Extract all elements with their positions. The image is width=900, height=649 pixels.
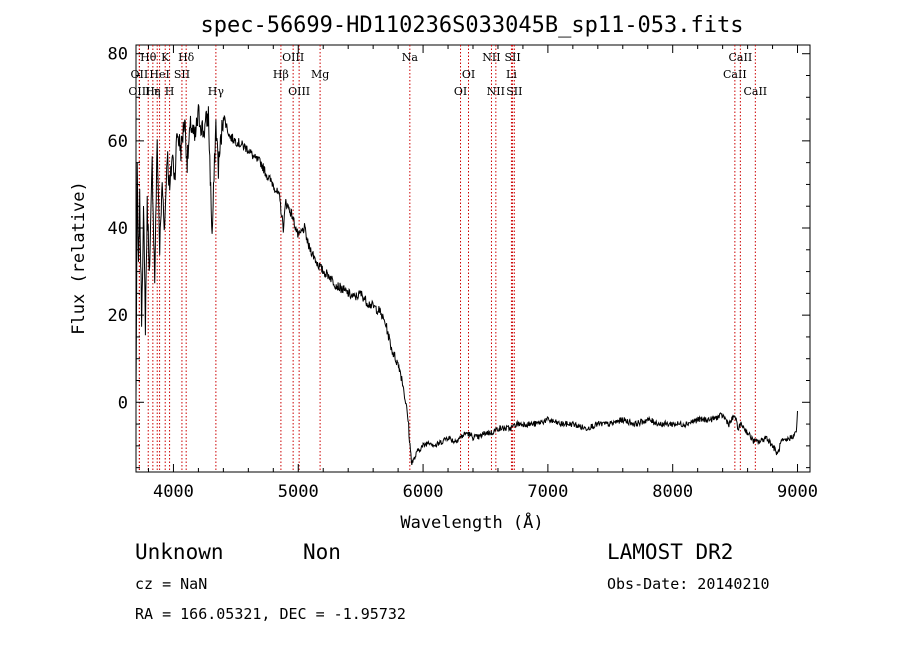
y-tick-label: 80 (108, 45, 128, 65)
axis-tick-labels: 4000 5000 6000 7000 8000 9000 0 20 40 60 80 (108, 45, 818, 502)
line-marker-label: Mg (311, 68, 329, 81)
plot-frame (135, 44, 811, 473)
line-marker-label: SII (506, 85, 522, 98)
line-marker-label: K (161, 51, 170, 64)
y-tick-label: 0 (118, 393, 128, 413)
redshift-label: cz = NaN (135, 575, 207, 593)
spectrum-series-line (135, 104, 798, 465)
line-marker-label: Hθ (140, 51, 157, 64)
line-marker-label: NII (482, 51, 500, 64)
line-marker-label: NII (487, 85, 505, 98)
line-marker-label: η (154, 85, 161, 98)
line-marker-label: SII (504, 51, 520, 64)
line-marker-label: OIII (128, 85, 150, 98)
line-marker-label: Hγ (208, 85, 225, 98)
line-marker-label: OI (462, 68, 475, 81)
line-marker-label: Hε (145, 85, 161, 98)
x-tick-label: 4000 (153, 482, 194, 502)
line-marker-label: Hβ (273, 68, 289, 81)
line-marker-label: OIII (288, 85, 310, 98)
chart-title: spec-56699-HD110236S033045B_sp11-053.fit… (200, 13, 743, 38)
y-axis-label: Flux (relative) (69, 181, 89, 335)
subclass-label: Non (303, 540, 341, 564)
y-tick-label: 40 (108, 219, 128, 239)
x-tick-label: 5000 (278, 482, 319, 502)
line-marker-label: CaII (723, 68, 747, 81)
line-marker-label: CaII (743, 85, 767, 98)
line-marker-label: Hδ (178, 51, 195, 64)
x-tick-label: 8000 (652, 482, 693, 502)
y-tick-label: 60 (108, 132, 128, 152)
line-marker-label: SII (174, 68, 190, 81)
line-marker-label: CaII (729, 51, 753, 64)
line-marker-label: OII (131, 68, 149, 81)
line-marker-label: H (165, 85, 175, 98)
axis-ticks (136, 45, 810, 472)
x-tick-label: 7000 (527, 482, 568, 502)
obs-date-label: Obs-Date: 20140210 (607, 575, 770, 593)
line-marker-label: HeI (149, 68, 169, 81)
survey-label: LAMOST DR2 (607, 540, 733, 564)
line-marker-label: Na (402, 51, 419, 64)
x-tick-label: 6000 (403, 482, 444, 502)
spectral-line-markers (138, 45, 756, 472)
line-marker-label: Li (506, 68, 517, 81)
line-marker-label: OIII (282, 51, 304, 64)
coordinates-label: RA = 166.05321, DEC = -1.95732 (135, 605, 406, 623)
object-class-label: Unknown (135, 540, 224, 564)
y-tick-label: 20 (108, 306, 128, 326)
x-tick-label: 9000 (777, 482, 818, 502)
line-marker-label: OI (454, 85, 467, 98)
x-axis-label: Wavelength (Å) (400, 511, 543, 533)
